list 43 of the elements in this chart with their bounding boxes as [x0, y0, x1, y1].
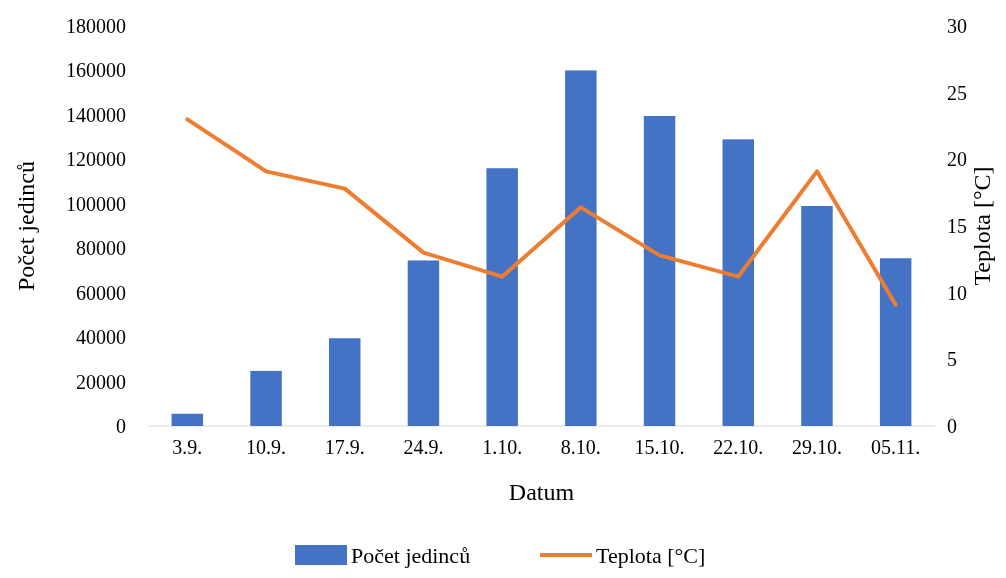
bar: [250, 370, 282, 426]
y2-axis-title: Teplota [°C]: [969, 166, 995, 286]
legend-label: Počet jedinců: [351, 542, 471, 568]
y2-tick-label: 30: [947, 15, 967, 37]
bar: [486, 168, 518, 426]
y-tick-label: 180000: [66, 15, 126, 37]
x-tick-label: 17.9.: [324, 436, 365, 458]
bar: [722, 139, 754, 426]
y-tick-label: 0: [116, 415, 126, 437]
y2-tick-label: 0: [947, 415, 957, 437]
y-tick-label: 20000: [76, 370, 126, 393]
x-tick-label: 8.10.: [560, 436, 601, 458]
x-tick-label: 15.10.: [634, 436, 685, 458]
y2-tick-label: 20: [947, 148, 967, 171]
y-tick-label: 120000: [66, 148, 126, 171]
y2-tick-label: 10: [947, 281, 967, 304]
y-tick-label: 140000: [66, 103, 126, 126]
y-tick-label: 60000: [76, 281, 126, 304]
x-tick-label: 29.10.: [791, 436, 842, 458]
y-axis-title: Počet jedinců: [13, 161, 39, 291]
legend-label: Teplota [°C]: [596, 542, 706, 568]
x-tick-label: 10.9.: [246, 436, 287, 458]
y-tick-label: 100000: [66, 192, 126, 215]
bar: [329, 338, 361, 426]
x-axis-title: Datum: [508, 479, 575, 505]
bar: [171, 413, 204, 426]
y-tick-label: 80000: [76, 237, 126, 260]
x-tick-label: 05.11.: [871, 436, 921, 458]
line-series: [185, 117, 898, 307]
x-tick-label: 24.9.: [403, 436, 444, 458]
y-tick-label: 40000: [76, 326, 126, 349]
bar: [643, 116, 676, 426]
y2-tick-label: 15: [947, 215, 967, 237]
y2-tick-label: 5: [947, 348, 957, 371]
x-tick-label: 3.9.: [172, 436, 203, 458]
y-tick-label: 160000: [66, 59, 126, 82]
bar: [801, 206, 833, 426]
bar: [879, 258, 912, 426]
y2-tick-label: 25: [947, 81, 967, 104]
x-tick-label: 1.10.: [482, 436, 523, 458]
bar: [407, 260, 440, 426]
x-tick-label: 22.10.: [713, 436, 764, 458]
bar: [565, 70, 597, 426]
